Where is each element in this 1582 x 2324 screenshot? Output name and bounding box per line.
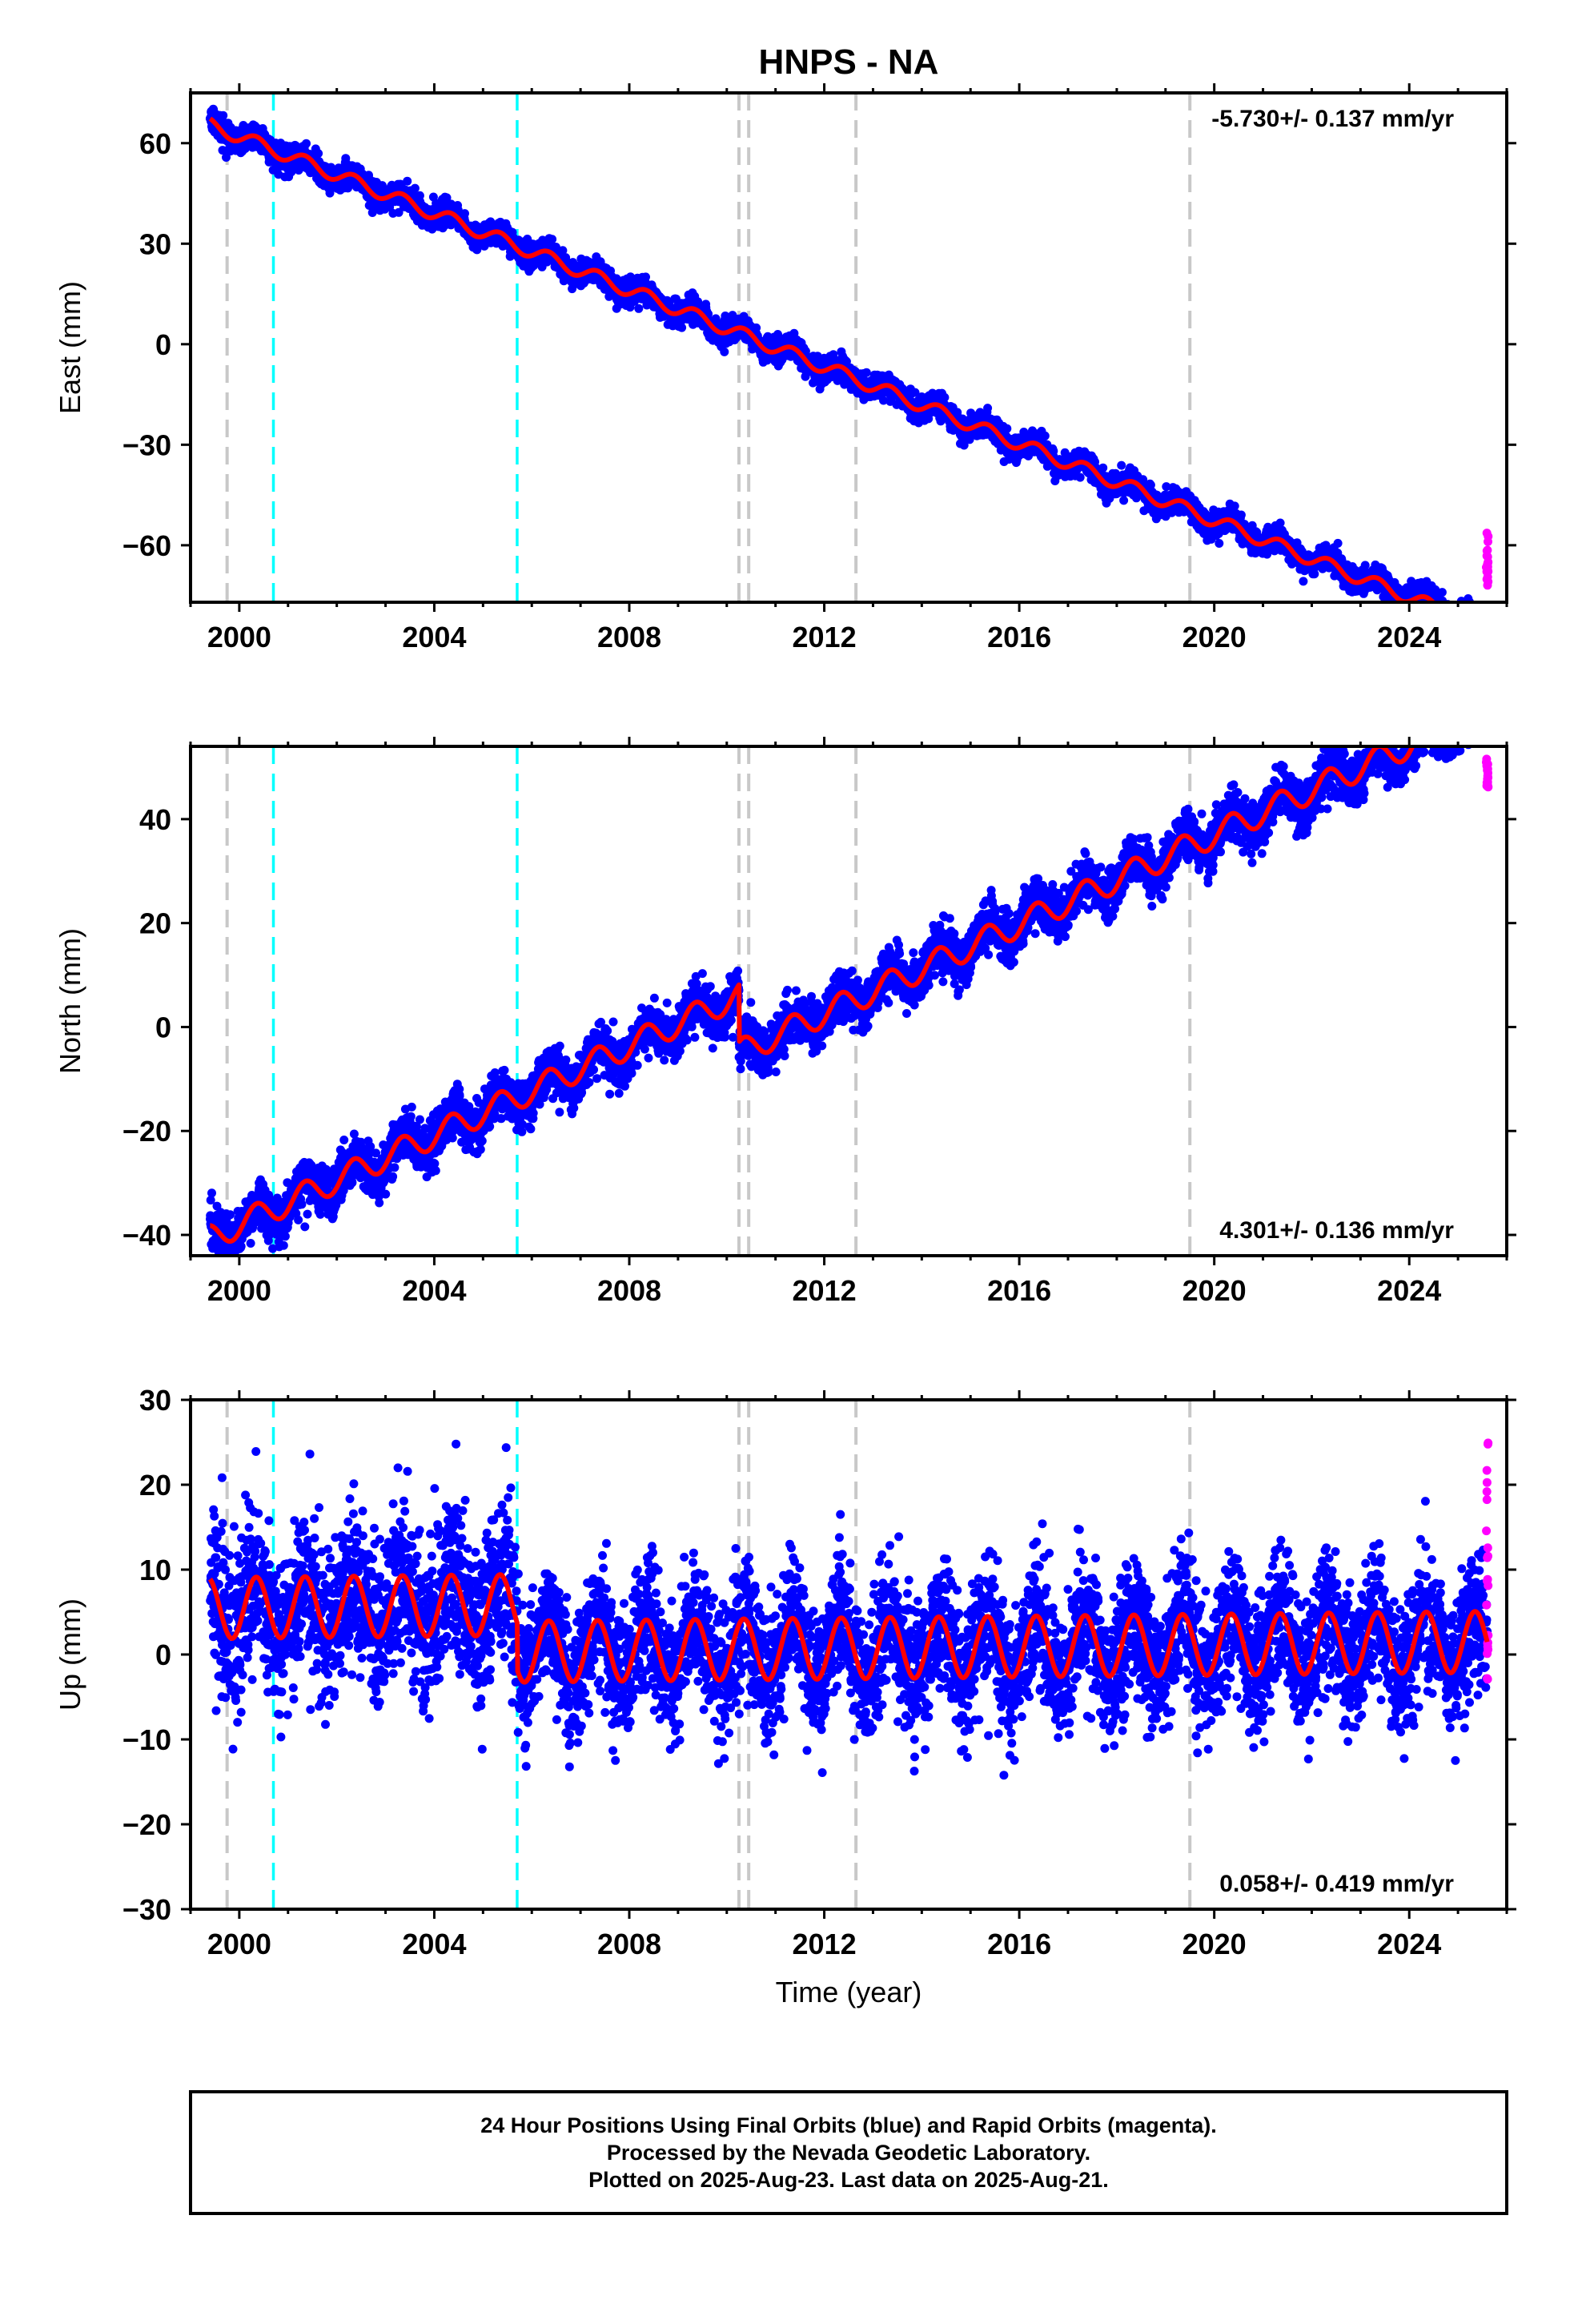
final-orbit-point: [1117, 460, 1126, 470]
final-orbit-point: [460, 209, 469, 219]
panels: 2000 2004 2008 2012 2016 2020 2024−60−3003060E…: [54, 83, 1516, 1960]
final-orbit-point: [752, 323, 761, 332]
final-orbit-point: [410, 183, 420, 193]
final-orbit-point: [219, 111, 228, 120]
final-orbit-point: [861, 368, 871, 377]
panel-east: 2000 2004 2008 2012 2016 2020 2024−60−3003060E…: [54, 83, 1516, 653]
final-orbit-point: [314, 149, 323, 159]
final-orbit-point: [940, 392, 950, 402]
final-orbit-point: [1119, 496, 1129, 505]
final-orbit-point: [1002, 424, 1012, 433]
final-orbit-point: [720, 347, 729, 356]
final-orbit-point: [1040, 431, 1050, 440]
final-orbit-point: [222, 153, 231, 162]
final-orbit-point: [548, 235, 557, 244]
final-orbit-point: [1215, 539, 1224, 548]
final-orbit-point: [403, 176, 412, 186]
final-orbit-point: [677, 323, 687, 332]
final-orbit-point: [641, 272, 650, 282]
final-orbit-point: [634, 304, 644, 313]
final-orbit-point: [1230, 501, 1239, 511]
chart-title: HNPS - NA: [759, 42, 939, 82]
reference-lines: [225, 93, 1192, 602]
final-orbit-point: [302, 139, 311, 148]
final-orbit-point: [1075, 472, 1085, 482]
final-orbit-point: [394, 207, 404, 217]
final-orbit-point: [983, 404, 993, 413]
final-orbit-point: [1098, 463, 1108, 472]
